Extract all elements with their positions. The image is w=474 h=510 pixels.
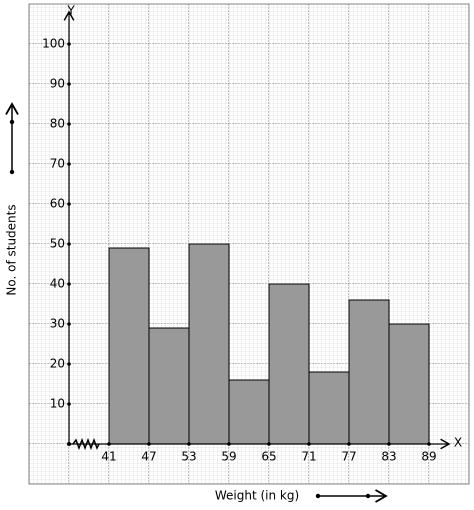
x-tick-label: 65 (261, 450, 276, 464)
x-tick-label: 41 (101, 450, 116, 464)
y-tick (67, 42, 71, 46)
x-tick-label: 71 (301, 450, 316, 464)
y-tick-label: 70 (50, 157, 65, 171)
x-tick (347, 442, 351, 446)
origin (67, 442, 71, 446)
bar (148, 327, 190, 445)
x-tick-label: 89 (421, 450, 436, 464)
x-tick-label: 47 (141, 450, 156, 464)
x-tick-label: 59 (221, 450, 236, 464)
y-tick (67, 282, 71, 286)
y-tick (67, 362, 71, 366)
x-tick (187, 442, 191, 446)
y-tick-label: 100 (42, 37, 65, 51)
bar (348, 299, 390, 445)
y-tick (67, 322, 71, 326)
y-tick-label: 60 (50, 197, 65, 211)
bar (388, 323, 430, 445)
y-tick (67, 122, 71, 126)
axis-break (72, 437, 100, 451)
x-tick-label: 77 (341, 450, 356, 464)
y-tick-label: 10 (50, 397, 65, 411)
scale-arrows (5, 102, 388, 503)
y-tick-label: 20 (50, 357, 65, 371)
bar (268, 283, 310, 445)
y-axis-label: No. of students (5, 204, 19, 295)
bar (308, 371, 350, 445)
x-tick (227, 442, 231, 446)
x-tick (267, 442, 271, 446)
y-tick (67, 82, 71, 86)
y-tick-label: 30 (50, 317, 65, 331)
x-axis-label: Weight (in kg) (215, 489, 299, 503)
x-tick-label: 83 (381, 450, 396, 464)
x-tick (147, 442, 151, 446)
y-tick-label: 50 (50, 237, 65, 251)
y-tick (67, 162, 71, 166)
y-axis-name: Y (66, 4, 75, 18)
y-tick (67, 402, 71, 406)
x-tick-label: 53 (181, 450, 196, 464)
bar (228, 379, 270, 445)
y-tick (67, 242, 71, 246)
x-tick (387, 442, 391, 446)
y-tick-label: 40 (50, 277, 65, 291)
bar (188, 243, 230, 445)
bar (108, 247, 150, 445)
x-tick (107, 442, 111, 446)
x-tick (307, 442, 311, 446)
x-tick (427, 442, 431, 446)
y-tick-label: 90 (50, 77, 65, 91)
y-tick-label: 80 (50, 117, 65, 131)
y-tick (67, 202, 71, 206)
x-axis-name: X (454, 436, 462, 450)
